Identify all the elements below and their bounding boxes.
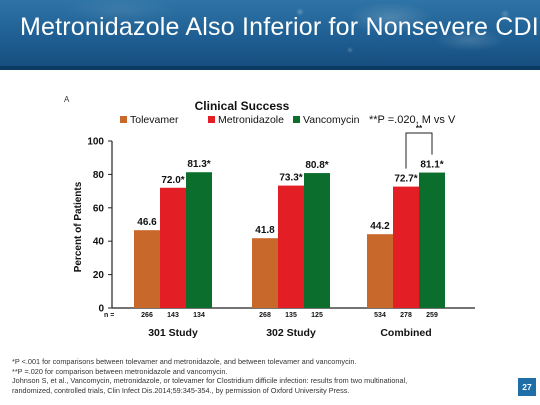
page-number: 27 [518, 378, 536, 396]
legend-swatch-vancomycin [293, 116, 300, 123]
bars [134, 172, 445, 308]
footnotes: *P <.001 for comparisons between tolevam… [12, 357, 502, 395]
y-tick-label: 0 [98, 304, 104, 315]
sample-size-metronidazole: 278 [400, 312, 412, 319]
data-label-metronidazole: 73.3* [279, 173, 302, 184]
sample-size-vancomycin: 134 [193, 312, 205, 319]
sample-size-prefix: n = [104, 312, 114, 319]
bar-labels: 46.6 72.0*81.3* 41.8 73.3*80.8* 44.2 72.7*81.… [137, 159, 444, 236]
bar-metronidazole [160, 187, 186, 308]
data-label-tolevamer: 46.6 [137, 217, 157, 228]
y-tick-label: 60 [93, 203, 105, 214]
bar-tolevamer [252, 238, 278, 308]
chart-title: Clinical Success [195, 99, 290, 113]
bar-vancomycin [304, 173, 330, 308]
sample-size-vancomycin: 259 [426, 312, 438, 319]
sample-size-tolevamer: 268 [259, 312, 271, 319]
sample-size-tolevamer: 534 [374, 312, 386, 319]
slide-title: Metronidazole Also Inferior for Nonsever… [20, 13, 539, 41]
bar-vancomycin [419, 172, 445, 308]
significance-annotation: **P =.020, M vs V [369, 114, 456, 126]
banner-stripe [0, 66, 540, 70]
legend-label-tolevamer: Tolevamer [130, 114, 179, 126]
data-label-vancomycin: 81.1* [420, 160, 443, 171]
significance-bracket: ** [405, 124, 433, 169]
category-labels: 301 Study 302 Study Combined [148, 327, 431, 339]
footnote-2: **P =.020 for comparison between metroni… [12, 366, 228, 376]
data-label-metronidazole: 72.0* [161, 175, 184, 186]
footnote-4: randomized, controlled trials, Clin Infe… [12, 385, 350, 395]
panel-letter: A [64, 95, 70, 104]
y-tick-label: 100 [87, 137, 104, 148]
bar-metronidazole [393, 186, 419, 308]
category-label: 302 Study [266, 327, 316, 339]
y-tick-label: 20 [93, 270, 105, 281]
y-tick-label: 40 [93, 237, 105, 248]
clinical-success-chart: A Clinical Success **P =.020, M vs V Per… [62, 92, 480, 348]
data-label-vancomycin: 81.3* [187, 159, 210, 170]
sample-size-vancomycin: 125 [311, 312, 323, 319]
category-label: Combined [380, 327, 431, 339]
bar-metronidazole [278, 185, 304, 308]
data-label-metronidazole: 72.7* [394, 174, 417, 185]
legend-swatch-metronidazole [208, 116, 215, 123]
footnote-3: Johnson S, et al., Vancomycin, metronida… [12, 376, 408, 386]
data-label-vancomycin: 80.8* [305, 160, 328, 171]
bracket-label: ** [416, 124, 423, 133]
footnote-1: *P <.001 for comparisons between tolevam… [12, 357, 357, 366]
category-label: 301 Study [148, 327, 198, 339]
bracket-line [405, 132, 433, 169]
chart-svg: A Clinical Success **P =.020, M vs V Per… [64, 95, 475, 339]
bar-tolevamer [367, 234, 393, 308]
y-tick-label: 80 [93, 170, 105, 181]
sample-size-row: 266 143 134 268 135 125 534 278 259 n = [104, 312, 438, 319]
sample-size-tolevamer: 266 [141, 312, 153, 319]
y-axis-label: Percent of Patients [73, 181, 84, 272]
sample-size-metronidazole: 143 [167, 312, 179, 319]
bar-vancomycin [186, 172, 212, 308]
data-label-tolevamer: 41.8 [255, 225, 275, 236]
title-banner: Metronidazole Also Inferior for Nonsever… [0, 0, 540, 66]
sample-size-metronidazole: 135 [285, 312, 297, 319]
legend-swatch-tolevamer [120, 116, 127, 123]
banner-texture [0, 0, 540, 66]
data-label-tolevamer: 44.2 [370, 221, 390, 232]
legend-label-vancomycin: Vancomycin [303, 114, 360, 126]
legend-label-metronidazole: Metronidazole [218, 114, 284, 126]
legend: Tolevamer Metronidazole Vancomycin [120, 114, 360, 126]
bar-tolevamer [134, 230, 160, 308]
